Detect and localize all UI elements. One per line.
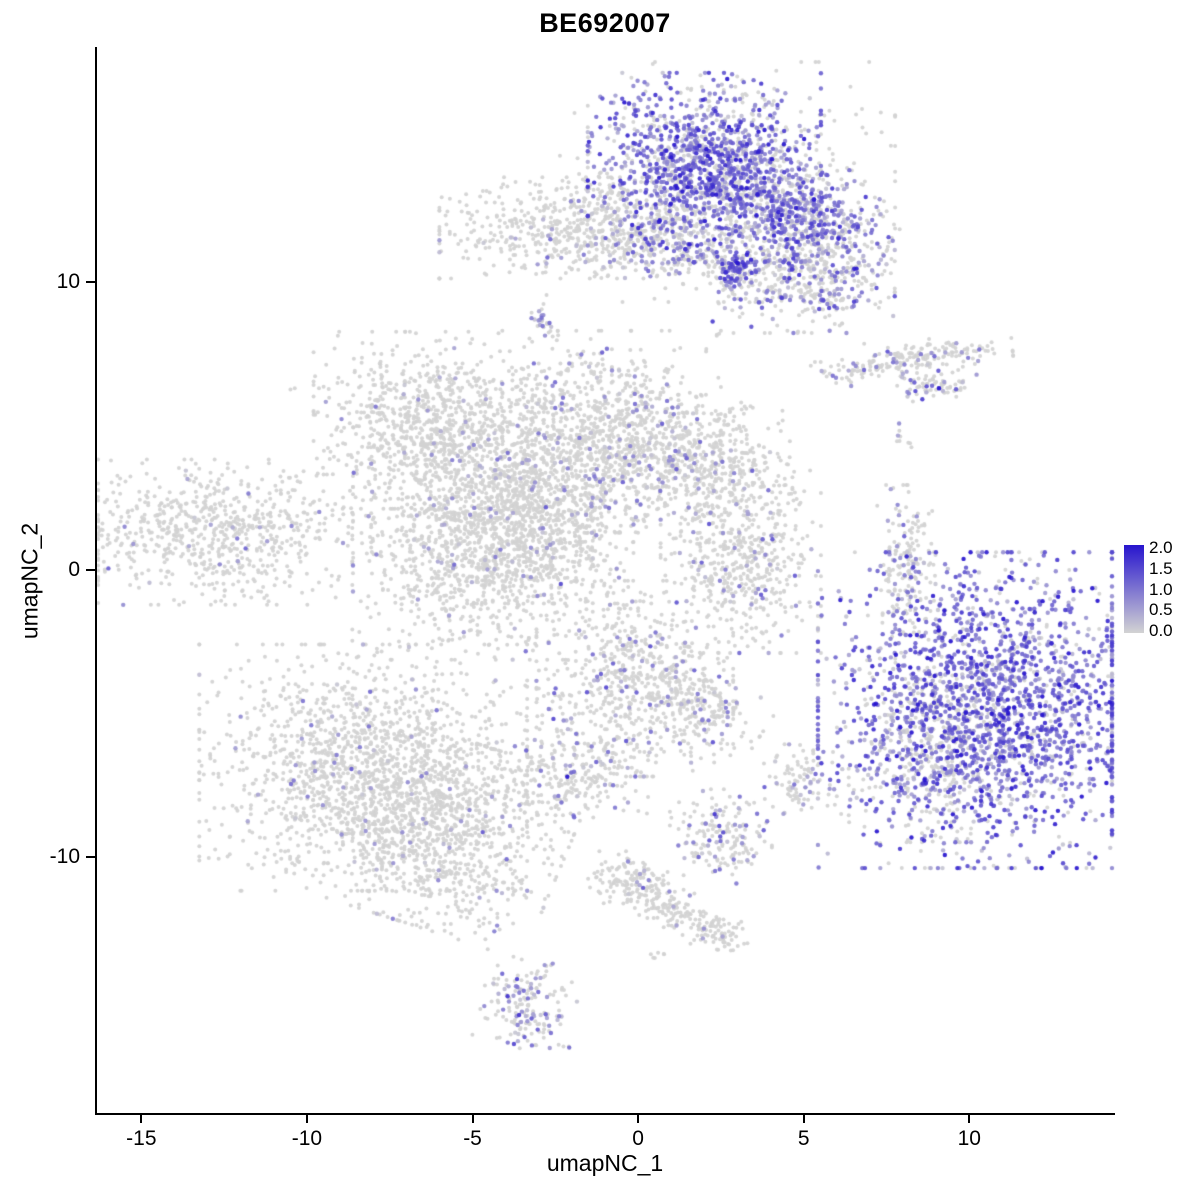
x-tick-mark [968,1114,971,1123]
y-tick-mark [86,855,95,858]
x-tick-label: 0 [632,1127,644,1150]
x-tick-mark [471,1114,474,1123]
x-tick-label: -10 [291,1127,323,1150]
x-tick-mark [305,1114,308,1123]
color-legend: 2.0 1.5 1.0 0.5 0.0 [1124,539,1173,639]
plot-panel [95,47,1115,1115]
legend-tick-label: 0.0 [1149,621,1173,640]
y-tick-mark [86,568,95,571]
x-tick-mark [637,1114,640,1123]
legend-tick-label: 1.5 [1149,558,1173,578]
legend-tick-label: 1.0 [1149,579,1173,599]
x-axis-label: umapNC_1 [546,1150,664,1176]
x-tick-label: 5 [797,1127,810,1150]
x-tick-label: -15 [126,1127,157,1150]
legend-gradient-bar [1124,545,1144,633]
legend-tick-label: 0.5 [1149,600,1173,620]
x-tick-label: 10 [957,1127,981,1150]
y-tick-label: 10 [56,270,80,294]
y-tick-label: -10 [49,844,80,868]
y-tick-mark [86,281,95,284]
legend-tick-label: 2.0 [1149,538,1173,557]
x-tick-mark [140,1114,143,1123]
y-tick-label: 0 [68,557,80,581]
legend-tick-labels: 2.0 1.5 1.0 0.5 0.0 [1149,539,1173,639]
x-tick-label: -5 [463,1127,482,1150]
x-tick-mark [802,1114,805,1123]
plot-title: BE692007 [539,8,671,38]
